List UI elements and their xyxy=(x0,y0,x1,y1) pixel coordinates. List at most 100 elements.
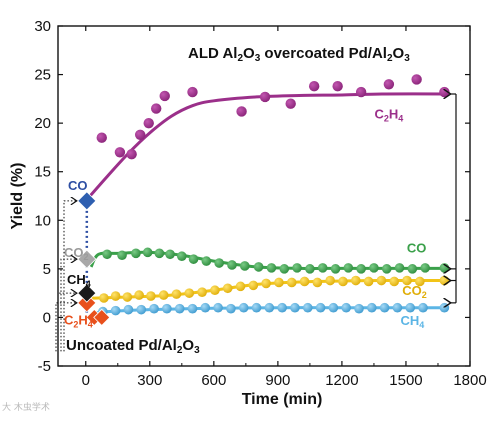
label-uncoated-co: CO xyxy=(68,178,88,193)
point-ch4 xyxy=(226,303,236,314)
uncoated-arrow xyxy=(57,293,77,352)
point-ch4 xyxy=(123,304,134,315)
point-co xyxy=(214,258,224,268)
y-tick-label: 5 xyxy=(43,261,51,278)
point-ch4 xyxy=(200,302,211,313)
point-co2 xyxy=(350,275,361,286)
point-uncoated-co2 xyxy=(77,249,97,269)
point-c2h4 xyxy=(114,147,126,158)
point-c2h4 xyxy=(355,86,367,98)
point-c2h4 xyxy=(308,81,320,92)
point-co2 xyxy=(184,288,195,298)
point-co xyxy=(369,263,379,273)
x-tick-label: 0 xyxy=(82,372,90,389)
point-co xyxy=(102,249,112,260)
x-axis-title: Time (min) xyxy=(242,391,323,408)
point-ch4 xyxy=(405,302,416,313)
y-tick-label: 0 xyxy=(43,309,51,326)
point-c2h4 xyxy=(134,129,146,140)
point-c2h4 xyxy=(259,91,271,103)
point-co xyxy=(266,263,277,273)
label-uncoated-ch4: CH4 xyxy=(67,272,91,289)
fit-label-c2h4: C2H4 xyxy=(374,106,403,123)
uncoated-arrow xyxy=(63,201,77,352)
x-tick-label: 300 xyxy=(137,372,162,389)
point-co xyxy=(330,264,341,274)
axes: 0 300 600 900 1200 1500 1800 -5 0 5 10 15 20 25 30 xyxy=(34,18,486,389)
point-co2 xyxy=(248,280,259,291)
point-c2h4 xyxy=(143,117,154,129)
plot-frame xyxy=(57,25,471,367)
point-c2h4 xyxy=(126,149,137,160)
point-ch4 xyxy=(213,302,223,313)
fit-label-co2: CO2 xyxy=(402,283,427,300)
point-co2 xyxy=(222,283,233,294)
point-ch4 xyxy=(315,302,326,313)
y-tick-label: 30 xyxy=(34,18,51,35)
point-ch4 xyxy=(110,305,121,316)
point-c2h4 xyxy=(236,106,247,117)
y-tick-label: -5 xyxy=(38,358,51,375)
point-co2 xyxy=(261,278,271,289)
point-co xyxy=(201,256,212,266)
point-co xyxy=(142,247,153,258)
point-co2 xyxy=(402,275,412,286)
point-c2h4 xyxy=(187,86,198,98)
point-co xyxy=(279,264,290,274)
point-ch4 xyxy=(341,302,351,313)
point-co2 xyxy=(171,289,182,299)
point-ch4 xyxy=(439,302,450,313)
point-co xyxy=(394,263,405,273)
point-co2 xyxy=(415,276,425,287)
point-co xyxy=(165,249,175,260)
point-co xyxy=(188,254,199,264)
point-co2 xyxy=(146,291,156,301)
point-ch4 xyxy=(277,302,287,313)
point-ch4 xyxy=(149,303,159,314)
fit-label-ch4: CH4 xyxy=(400,313,424,330)
point-uncoated-ch4 xyxy=(77,283,97,303)
point-ch4 xyxy=(238,302,249,313)
uncoated-label: Uncoated Pd/Al2O3 xyxy=(66,337,200,356)
point-co2 xyxy=(299,276,310,287)
point-co xyxy=(305,264,315,274)
point-uncoated-c2h4 xyxy=(77,293,97,313)
point-co2 xyxy=(210,285,220,296)
y-axis-title: Yield (%) xyxy=(9,163,26,230)
point-co xyxy=(407,264,418,274)
point-c2h4 xyxy=(150,103,162,114)
point-c2h4 xyxy=(96,132,107,143)
point-ch4 xyxy=(187,303,198,314)
point-ch4 xyxy=(174,303,185,314)
data-markers xyxy=(96,74,450,317)
point-c2h4 xyxy=(159,90,170,102)
point-c2h4 xyxy=(411,74,422,85)
x-tick-label: 900 xyxy=(265,372,290,389)
point-co2 xyxy=(338,276,348,287)
point-co2 xyxy=(110,291,121,301)
point-co xyxy=(292,263,302,273)
point-ch4 xyxy=(264,302,275,313)
point-c2h4 xyxy=(285,98,296,109)
point-co2 xyxy=(122,292,133,302)
point-co xyxy=(317,263,328,273)
label-uncoated-co2: CO2 xyxy=(64,245,89,262)
x-tick-label: 1200 xyxy=(325,372,358,389)
y-tick-label: 15 xyxy=(34,164,51,181)
point-co xyxy=(356,264,366,274)
point-co2 xyxy=(312,277,323,288)
point-ch4 xyxy=(392,302,403,313)
label-uncoated-c2h4: C2H4 xyxy=(64,312,93,329)
point-co2 xyxy=(439,275,450,286)
point-co2 xyxy=(235,281,246,292)
chart-title: ALD Al2O3 overcoated Pd/Al2O3 xyxy=(188,45,410,64)
point-co2 xyxy=(389,276,400,287)
point-co2 xyxy=(363,276,374,287)
point-co xyxy=(154,248,165,259)
point-co2 xyxy=(134,290,144,300)
point-co2 xyxy=(376,275,387,286)
point-co2 xyxy=(158,290,169,300)
point-ch4 xyxy=(418,302,428,313)
y-tick-label: 20 xyxy=(34,115,51,132)
